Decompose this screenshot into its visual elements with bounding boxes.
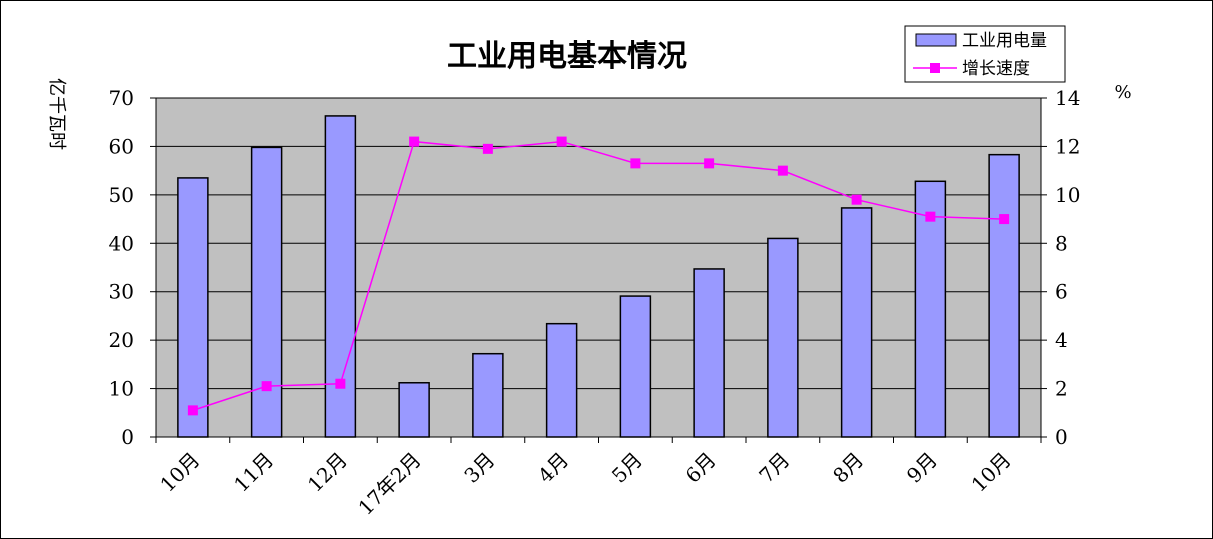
bar: [914, 180, 947, 438]
growth-point: [777, 165, 788, 176]
plot-background: [155, 97, 1042, 438]
growth-point: [482, 143, 493, 154]
y-tick-label: 0: [121, 425, 134, 449]
x-tick-label: 4月: [533, 448, 573, 488]
growth-line: [192, 140, 1005, 412]
bar: [693, 268, 725, 438]
y-tick-label: 40: [109, 231, 134, 255]
growth-point: [335, 378, 346, 389]
y2-tick-label: 2: [1055, 377, 1068, 401]
legend: 工业用电量 增长速度: [904, 25, 1066, 83]
y2-tick-label: 12: [1055, 134, 1080, 158]
growth-point: [630, 158, 641, 169]
x-tick-label: 12月: [303, 448, 352, 497]
plot-area: 0 10 20 30 40 50 60 70 0 2 4 6 8 10 12 14 10月 11月 12月 17年2月…: [109, 86, 1081, 520]
x-tick-label: 10月: [155, 448, 204, 497]
x-tick-label: 17年2月: [353, 448, 425, 520]
y-tick-label: 70: [109, 86, 134, 110]
bar: [767, 237, 799, 438]
bar: [619, 295, 652, 438]
legend-line-marker: [930, 63, 940, 73]
y2-tick-label: 6: [1055, 280, 1068, 304]
legend-bar-label: 工业用电量: [962, 31, 1047, 51]
x-tick-label: 3月: [459, 448, 499, 488]
y-axis-label: 亿千瓦时: [46, 78, 67, 150]
y-tick-label: 50: [109, 183, 134, 207]
y2-tick-label: 0: [1055, 425, 1068, 449]
growth-point: [704, 158, 715, 169]
y-tick-label: 60: [109, 134, 134, 158]
x-tick-label: 6月: [681, 448, 721, 488]
y-tick-label: 10: [109, 377, 134, 401]
y2-tick-label: 10: [1055, 183, 1080, 207]
bar: [250, 146, 283, 438]
x-tick-label: 5月: [607, 448, 647, 488]
bar: [324, 115, 357, 438]
y2-tick-label: 8: [1055, 231, 1068, 255]
chart-title: 工业用电基本情况: [447, 39, 687, 74]
x-tick-label: 7月: [754, 448, 794, 488]
bar: [177, 177, 209, 438]
bar: [840, 207, 873, 438]
y2-tick-label: 4: [1055, 328, 1068, 352]
y-tick-label: 20: [109, 328, 134, 352]
y2-axis-label: %: [1114, 82, 1131, 103]
bar: [472, 352, 504, 438]
growth-point: [261, 381, 272, 392]
bar: [988, 153, 1020, 438]
x-tick-label: 9月: [902, 448, 942, 488]
y2-tick-label: 14: [1055, 86, 1080, 110]
growth-point: [851, 194, 862, 205]
bar: [398, 382, 430, 438]
growth-point: [999, 214, 1010, 225]
growth-point: [409, 136, 420, 147]
growth-point: [556, 136, 567, 147]
x-tick-label: 10月: [967, 448, 1016, 497]
growth-point: [925, 211, 936, 222]
legend-line-label: 增长速度: [962, 59, 1030, 79]
bar: [545, 322, 578, 438]
legend-bar-swatch: [915, 33, 957, 47]
growth-point: [187, 405, 198, 416]
x-tick-label: 11月: [229, 448, 278, 497]
x-tick-label: 8月: [828, 448, 868, 488]
y-tick-label: 30: [109, 280, 134, 304]
